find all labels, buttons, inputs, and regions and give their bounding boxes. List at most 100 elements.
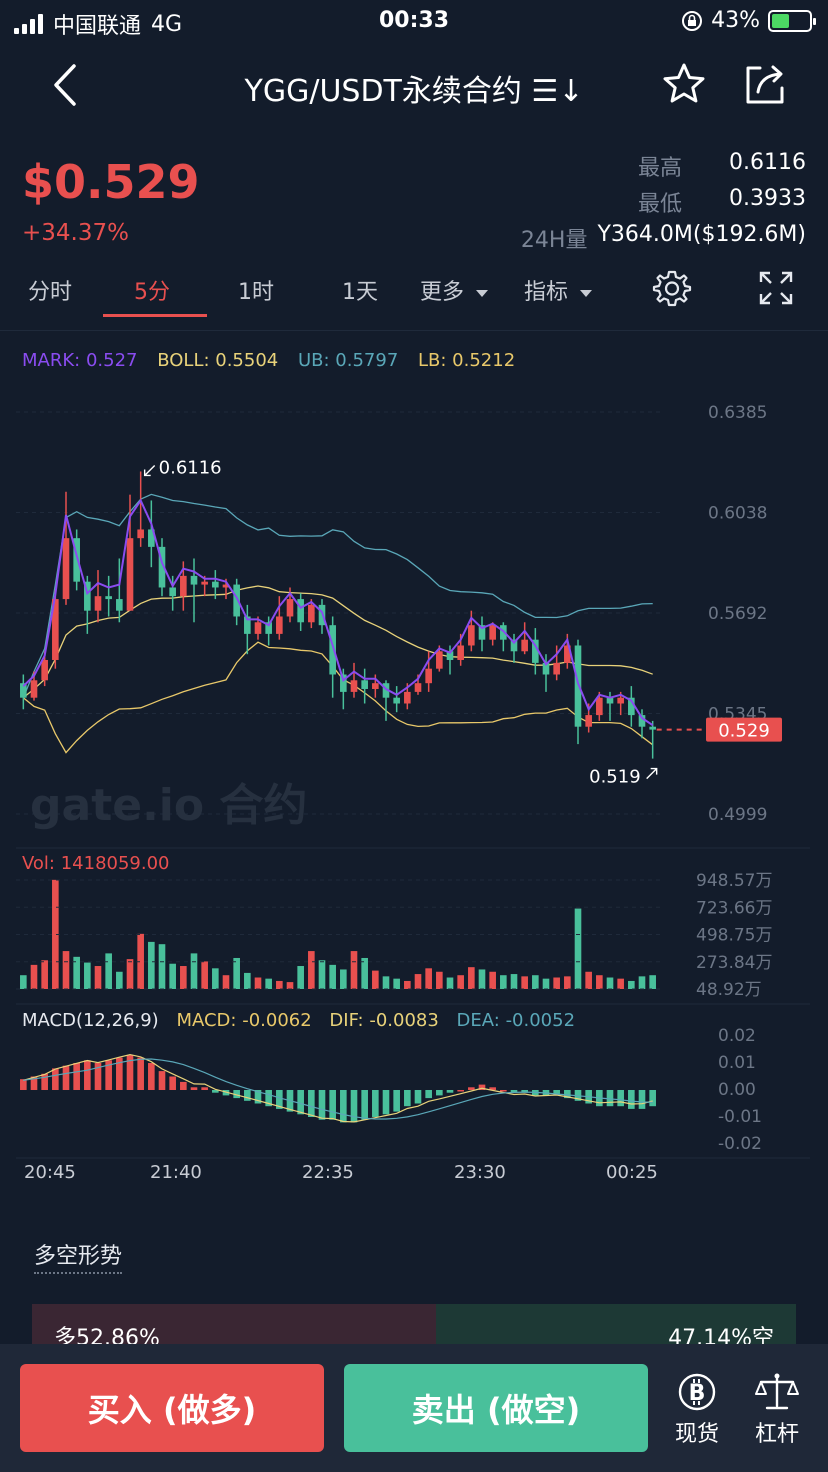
- macd-bar: [425, 1090, 432, 1099]
- tab-1hour[interactable]: 1时: [238, 280, 274, 305]
- volume-row: 24H量 Y364.0M($192.6M): [521, 222, 806, 254]
- candle-body: [361, 680, 368, 689]
- volume-bar: [286, 982, 294, 989]
- boll-upper-line: [22, 493, 653, 698]
- volume-bar: [297, 966, 304, 989]
- macd-axis-label: -0.01: [718, 1107, 762, 1127]
- macd-bar: [190, 1087, 198, 1090]
- svg-text:B: B: [689, 1381, 706, 1406]
- bitcoin-icon: B: [678, 1373, 716, 1411]
- volume-bar: [180, 966, 187, 989]
- margin-button[interactable]: 杠杆: [742, 1372, 812, 1448]
- candle-body: [94, 596, 102, 611]
- volume-bar: [532, 975, 539, 989]
- macd-bar: [510, 1090, 518, 1093]
- volume-bar: [404, 980, 411, 989]
- macd-bar: [116, 1057, 123, 1090]
- volume-bar: [457, 975, 464, 989]
- high-label: 最高: [637, 156, 682, 181]
- candle-body: [649, 726, 656, 730]
- buy-long-button[interactable]: 买入 (做多): [20, 1364, 324, 1452]
- candle-body: [468, 625, 475, 646]
- tab-5min[interactable]: 5分: [134, 280, 170, 305]
- macd-bar: [436, 1090, 443, 1096]
- tab-timeshare[interactable]: 分时: [28, 280, 73, 305]
- volume-bar: [542, 978, 550, 989]
- status-bar: 中国联通 4G 00:33 43%: [0, 0, 828, 44]
- spot-button[interactable]: B 现货: [662, 1372, 732, 1448]
- volume-bar: [628, 980, 635, 989]
- volume-bar: [41, 960, 48, 989]
- macd-bar: [201, 1087, 208, 1090]
- candle-body: [265, 622, 272, 634]
- macd-bar: [84, 1060, 91, 1090]
- lb-value: LB: 0.5212: [418, 350, 516, 371]
- tab-indicators[interactable]: 指标: [524, 274, 593, 306]
- margin-label: 杠杆: [754, 1422, 799, 1447]
- candle-body: [606, 697, 614, 704]
- sentiment-title[interactable]: 多空形势: [34, 1238, 123, 1274]
- volume-bar: [20, 975, 27, 989]
- kline-chart[interactable]: gate.io 合约 0.63850.60380.56920.53450.499…: [0, 380, 828, 1160]
- macd-bar: [30, 1076, 38, 1090]
- interval-tabs: 分时 5分 1时 1天 更多 指标: [0, 268, 828, 318]
- macd-axis-label: 0.01: [718, 1053, 756, 1073]
- candle-body: [478, 625, 486, 640]
- current-price-tag-bg: [706, 717, 782, 742]
- time-label: 21:40: [150, 1162, 202, 1183]
- fullscreen-icon[interactable]: [758, 270, 794, 306]
- volume-bar: [212, 968, 219, 989]
- volume-title: Vol: 1418059.00: [22, 853, 170, 874]
- price-change: +34.37%: [22, 220, 129, 246]
- volume-bar: [510, 974, 518, 989]
- scale-icon: [755, 1373, 799, 1410]
- low-row: 最低 0.3933: [638, 186, 806, 218]
- time-label: 23:30: [454, 1162, 506, 1183]
- macd-bar: [617, 1090, 624, 1107]
- macd-bar: [308, 1090, 315, 1117]
- candle-body: [148, 529, 155, 547]
- volume-bar: [158, 944, 166, 989]
- gear-icon[interactable]: [652, 268, 692, 308]
- volume-bar: [436, 971, 443, 989]
- tab-indicators-label: 指标: [524, 280, 569, 305]
- volume-bar: [233, 957, 240, 989]
- volume-axis-label: 273.84万: [696, 953, 772, 973]
- volume-bar: [190, 953, 198, 989]
- macd-axis-label: 0.00: [718, 1080, 756, 1100]
- volume-axis-label: 723.66万: [696, 898, 772, 918]
- volume-bar: [169, 963, 176, 989]
- volume-bar: [222, 975, 230, 989]
- carrier-name: 中国联通: [53, 14, 142, 39]
- back-arrow-icon[interactable]: [40, 60, 90, 110]
- price-axis-label: 0.6385: [708, 403, 767, 423]
- sell-short-button[interactable]: 卖出 (做空): [344, 1364, 648, 1452]
- candle-body: [382, 683, 390, 698]
- signal-icon: [14, 14, 43, 34]
- carrier-area: 中国联通 4G: [14, 8, 182, 40]
- macd-bar: [361, 1090, 368, 1120]
- volume-bar: [596, 975, 603, 989]
- macd-bar: [521, 1090, 528, 1093]
- tab-more-label: 更多: [420, 280, 465, 305]
- tab-more[interactable]: 更多: [420, 274, 489, 306]
- mark-value: MARK: 0.527: [22, 350, 138, 371]
- candle-body: [308, 604, 315, 623]
- star-icon[interactable]: [660, 60, 708, 108]
- low-value: 0.3933: [729, 186, 806, 211]
- candle-body: [62, 538, 70, 600]
- price-axis-label: 0.4999: [708, 805, 767, 825]
- volume-bar: [393, 978, 400, 989]
- macd-bar: [649, 1090, 656, 1107]
- candle-body: [585, 715, 592, 727]
- candle-body: [436, 651, 443, 669]
- time-label: 20:45: [24, 1162, 76, 1183]
- volume-bar: [446, 977, 454, 989]
- volume-bar: [553, 977, 560, 989]
- volume-bar: [84, 962, 91, 989]
- contract-title[interactable]: YGG/USDT永续合约 ☰↓: [244, 74, 584, 109]
- share-icon[interactable]: [740, 60, 788, 108]
- candle-body: [84, 581, 91, 611]
- candle-body: [20, 683, 27, 698]
- tab-1day[interactable]: 1天: [342, 280, 378, 305]
